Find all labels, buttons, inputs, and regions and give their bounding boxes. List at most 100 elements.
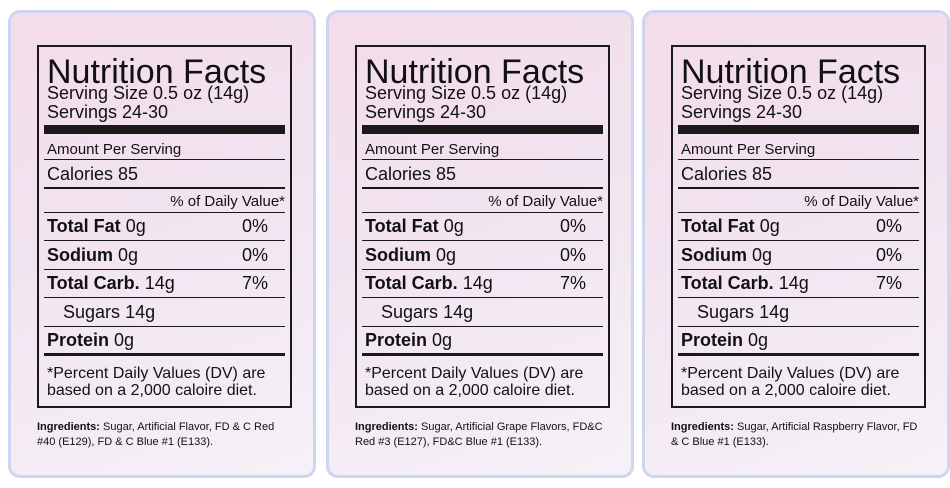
rule: [44, 240, 285, 241]
rule: [362, 159, 603, 160]
nutrient-amount: 0g: [114, 330, 135, 350]
nutrient-row: Protein 0g: [681, 331, 768, 349]
label-panel: Nutrition Facts Serving Size 0.5 oz (14g)…: [326, 10, 634, 478]
label-panel: Nutrition Facts Serving Size 0.5 oz (14g)…: [8, 10, 316, 478]
rule: [678, 159, 919, 160]
ingredients-text: Sugar, Artificial Flavor, FD & C Red #40…: [37, 421, 275, 448]
nutrient-amount: 14g: [759, 302, 790, 322]
nutrient-name: Sugars: [697, 302, 755, 322]
amount-per-serving: Amount Per Serving: [365, 141, 500, 158]
nutrient-amount: 14g: [125, 302, 156, 322]
thick-rule: [678, 125, 919, 134]
rule: [678, 297, 919, 298]
nutrient-row: Protein 0g: [365, 331, 452, 349]
ingredients: Ingredients: Sugar, Artificial Flavor, F…: [37, 420, 292, 450]
rule: [678, 187, 919, 189]
nutrient-amount: 14g: [144, 273, 175, 293]
nutrient-row: Total Carb. 14g: [47, 274, 175, 292]
rule: [44, 297, 285, 298]
nutrient-name: Sugars: [63, 302, 121, 322]
rule: [362, 353, 603, 356]
rule: [44, 326, 285, 327]
nutrient-amount: 0g: [436, 244, 457, 265]
nutrient-amount: 0g: [443, 216, 464, 236]
ingredients: Ingredients: Sugar, Artificial Grape Fla…: [355, 420, 610, 450]
rule: [44, 268, 285, 270]
amount-per-serving: Amount Per Serving: [681, 141, 816, 158]
nutrient-name: Sugars: [381, 302, 439, 322]
nutrient-name: Total Fat: [47, 216, 121, 236]
nutrient-amount: 0g: [759, 216, 780, 236]
daily-value-header: % of Daily Value*: [804, 193, 919, 210]
nutrient-percent: 7%: [242, 273, 269, 293]
ingredients-text: Sugar, Artificial Grape Flavors, FD&C Re…: [355, 421, 603, 448]
rule: [362, 212, 603, 213]
rule: [362, 326, 603, 327]
nutrient-row: Sugars 14g: [697, 303, 789, 321]
nutrient-percent: 7%: [560, 273, 587, 293]
nutrient-row: Total Fat 0g: [681, 217, 780, 235]
nutrient-percent: 0%: [560, 216, 587, 236]
nutrient-name: Total Carb.: [47, 273, 140, 293]
rule: [678, 268, 919, 270]
rule: [362, 297, 603, 298]
nutrient-name: Total Fat: [365, 216, 439, 236]
nutrient-percent: 0%: [876, 216, 903, 236]
ingredients: Ingredients: Sugar, Artificial Raspberry…: [671, 420, 926, 450]
nutrient-amount: 0g: [752, 244, 773, 265]
rule: [678, 353, 919, 356]
nutrient-row: Total Fat 0g: [365, 217, 464, 235]
calories: Calories 85: [365, 164, 457, 184]
nutrient-amount: 14g: [462, 273, 493, 293]
nutrient-name: Total Fat: [681, 216, 755, 236]
rule: [44, 187, 285, 189]
rule: [362, 187, 603, 189]
thick-rule: [44, 125, 285, 134]
nutrient-name: Total Carb.: [681, 273, 774, 293]
nutrient-row: Sodium 0g: [365, 246, 456, 264]
ingredients-text: Sugar, Artificial Raspberry Flavor, FD &…: [671, 421, 918, 448]
footnote: *Percent Daily Values (DV) are based on …: [681, 365, 900, 399]
nutrient-name: Sodium: [681, 244, 747, 265]
calories: Calories 85: [47, 164, 139, 184]
rule: [44, 159, 285, 160]
ingredients-label: Ingredients:: [671, 421, 734, 433]
title: Nutrition Facts: [365, 53, 585, 91]
nutrient-amount: 14g: [443, 302, 474, 322]
amount-per-serving: Amount Per Serving: [47, 141, 182, 158]
footnote: *Percent Daily Values (DV) are based on …: [47, 365, 266, 399]
label-panel: Nutrition Facts Serving Size 0.5 oz (14g)…: [642, 10, 950, 478]
footnote: *Percent Daily Values (DV) are based on …: [365, 365, 584, 399]
rule: [362, 240, 603, 241]
rule: [44, 353, 285, 356]
ingredients-label: Ingredients:: [355, 421, 418, 433]
nutrient-row: Total Carb. 14g: [365, 274, 493, 292]
nutrient-row: Sodium 0g: [47, 246, 138, 264]
daily-value-header: % of Daily Value*: [488, 193, 603, 210]
nutrition-box: Nutrition Facts Serving Size 0.5 oz (14g)…: [355, 45, 610, 408]
title: Nutrition Facts: [681, 53, 901, 91]
rule: [678, 212, 919, 213]
title: Nutrition Facts: [47, 53, 267, 91]
nutrient-percent: 0%: [560, 244, 587, 265]
nutrient-percent: 0%: [242, 244, 269, 265]
nutrient-percent: 0%: [242, 216, 269, 236]
nutrition-box: Nutrition Facts Serving Size 0.5 oz (14g)…: [37, 45, 292, 408]
thick-rule: [362, 125, 603, 134]
nutrient-amount: 0g: [748, 330, 769, 350]
nutrient-name: Total Carb.: [365, 273, 458, 293]
serving-size: Serving Size 0.5 oz (14g): [47, 83, 250, 103]
rule: [44, 212, 285, 213]
nutrient-name: Protein: [681, 330, 744, 350]
nutrient-percent: 0%: [876, 244, 903, 265]
calories: Calories 85: [681, 164, 773, 184]
servings: Servings 24-30: [365, 102, 487, 122]
ingredients-label: Ingredients:: [37, 421, 100, 433]
serving-size: Serving Size 0.5 oz (14g): [365, 83, 568, 103]
rule: [678, 240, 919, 241]
nutrient-amount: 0g: [432, 330, 453, 350]
nutrient-row: Sugars 14g: [381, 303, 473, 321]
nutrient-row: Total Carb. 14g: [681, 274, 809, 292]
nutrient-name: Protein: [47, 330, 110, 350]
